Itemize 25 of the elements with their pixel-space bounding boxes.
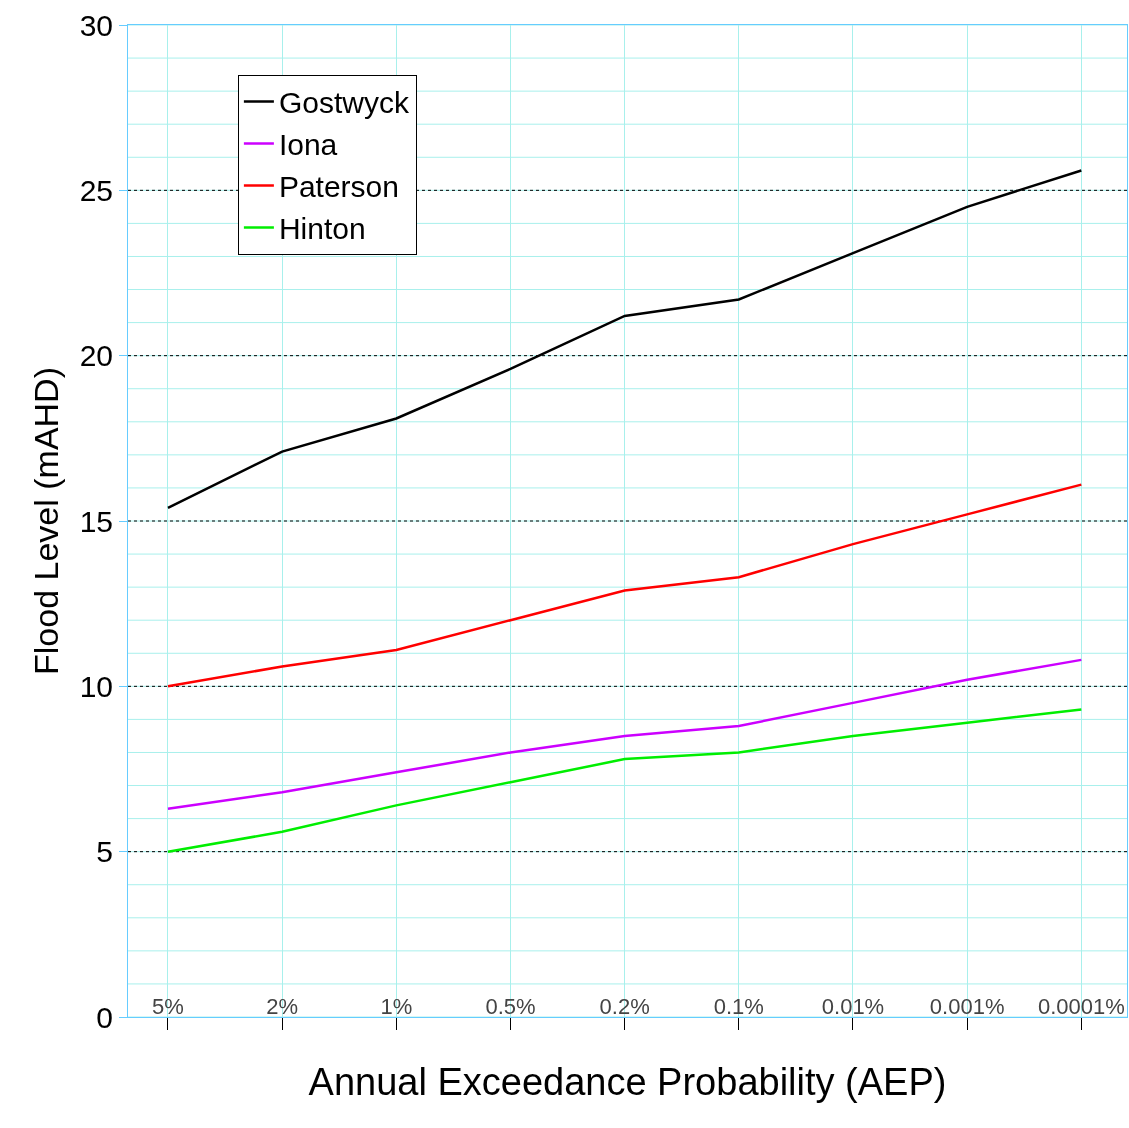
x-tick-label: 2% (266, 994, 299, 1019)
y-axis-title: Flood Level (mAHD) (27, 367, 66, 675)
x-tick-label: 5% (152, 994, 184, 1019)
x-tick-label: 0.001% (929, 994, 1005, 1019)
y-tick-label: 5 (96, 835, 113, 869)
line-series (166, 658, 1083, 810)
x-tick-label: 0.2% (599, 994, 650, 1019)
line-series (166, 708, 1083, 853)
legend-label: Iona (278, 128, 338, 162)
y-tick-label: 15 (79, 504, 113, 538)
x-tick-label: 1% (380, 994, 413, 1019)
x-tick-label: 0.0001% (1037, 994, 1125, 1019)
x-tick-label: 0.01% (821, 994, 885, 1019)
y-tick-label: 20 (79, 339, 113, 373)
line-series (166, 483, 1083, 688)
y-tick-label: 10 (79, 669, 113, 703)
y-tick-label: 0 (96, 1000, 113, 1034)
x-tick-label: 0.5% (485, 994, 536, 1019)
legend-label: Gostwyck (278, 86, 410, 120)
legend-label: Paterson (278, 170, 399, 204)
legend-label: Hinton (278, 212, 366, 246)
x-tick-label: 0.1% (713, 994, 764, 1019)
y-tick-label: 25 (79, 173, 113, 207)
y-tick-label: 30 (79, 8, 113, 42)
x-axis-title: Annual Exceedance Probability (AEP) (308, 1061, 947, 1104)
